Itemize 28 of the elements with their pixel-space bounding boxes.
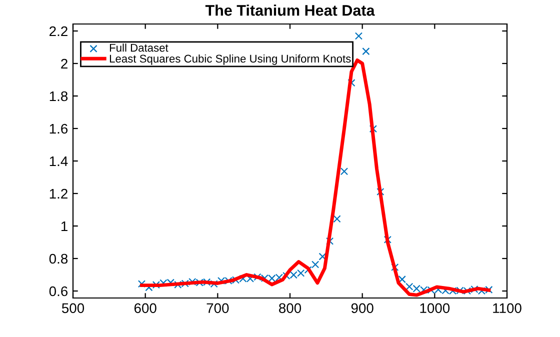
y-tick-label: 1 — [61, 221, 68, 232]
point — [340, 168, 348, 176]
point — [369, 125, 377, 133]
y-tick-label: 0.8 — [49, 254, 68, 264]
point — [354, 32, 363, 40]
x-tick-label: 500 — [62, 303, 84, 314]
x-tick-label: 600 — [134, 303, 156, 314]
point — [333, 215, 341, 223]
legend-label: Least Squares Cubic Spline Using Uniform Knots — [110, 54, 351, 65]
y-tick-label: 1.4 — [50, 156, 68, 166]
x-tick-label: 700 — [206, 303, 229, 314]
y-tick-label: 1.8 — [50, 91, 68, 102]
x-tick-label: 800 — [279, 303, 302, 314]
y-tick-label: 2 — [61, 58, 68, 69]
y-tick-label: 2.2 — [50, 26, 68, 36]
point — [138, 280, 146, 288]
x-tick-label: 900 — [351, 303, 374, 314]
x-tick-label: 1000 — [420, 303, 450, 314]
legend-label: Full Dataset — [110, 44, 168, 52]
point — [312, 260, 320, 268]
y-tick-label: 0.6 — [49, 286, 68, 296]
x-tick-label: 1100 — [493, 303, 522, 314]
y-tick-label: 1.6 — [50, 124, 68, 134]
y-tick-label: 1.2 — [50, 188, 68, 199]
point — [318, 252, 326, 260]
point — [362, 47, 370, 56]
chart-title: The Titanium Heat Data — [205, 4, 375, 16]
point — [398, 276, 406, 284]
